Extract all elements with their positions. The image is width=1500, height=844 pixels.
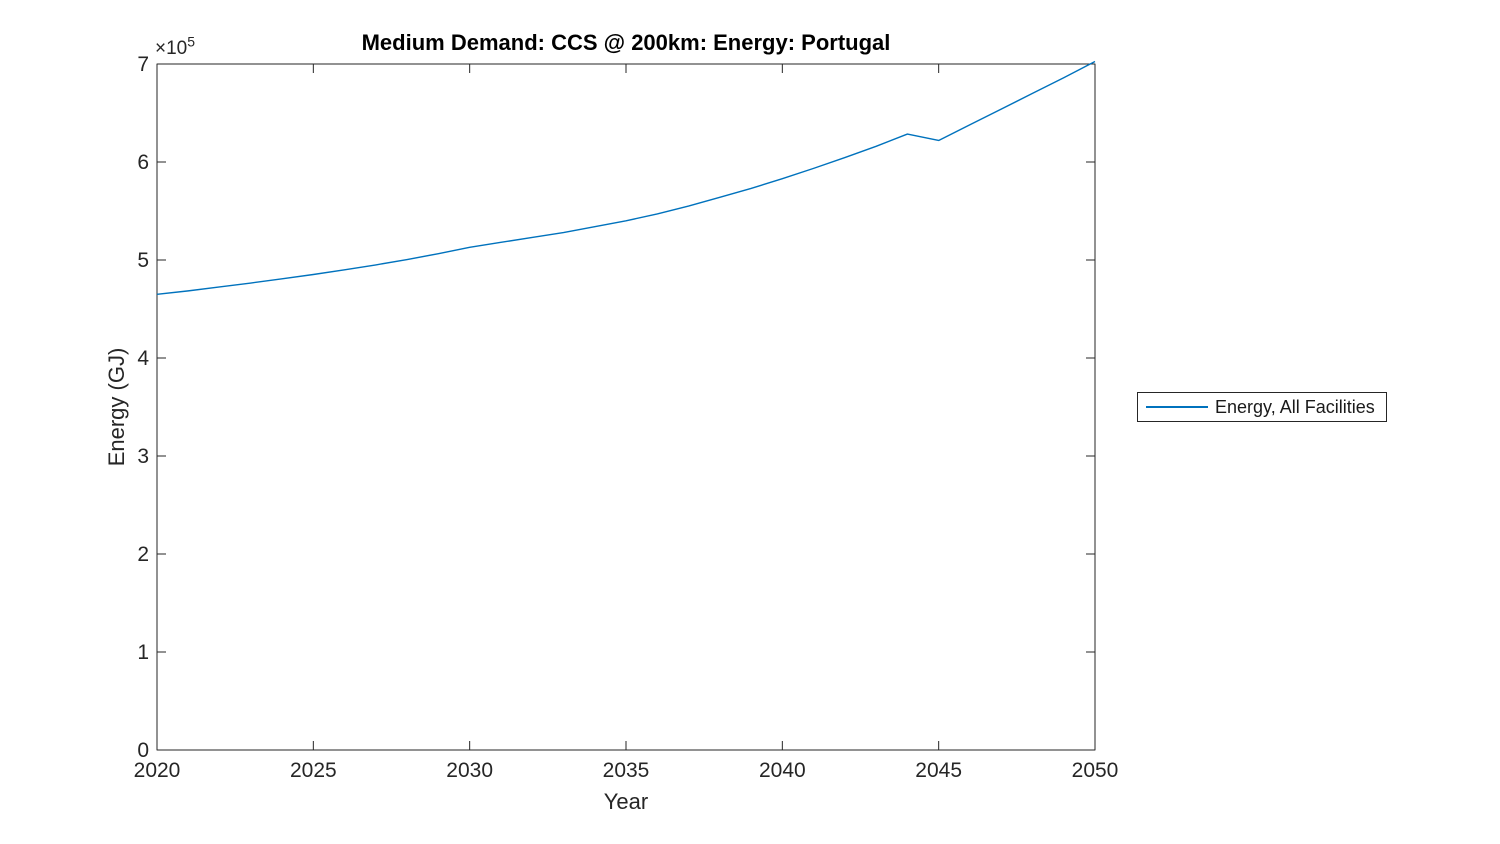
y-tick-label: 0 bbox=[137, 739, 149, 762]
x-tick-label: 2045 bbox=[915, 759, 963, 782]
legend-line-sample bbox=[1146, 406, 1208, 408]
y-axis-exponent-label: ×105 bbox=[155, 35, 195, 60]
y-tick-label: 3 bbox=[137, 445, 149, 468]
legend-entry-label: Energy, All Facilities bbox=[1215, 396, 1375, 417]
y-tick-label: 4 bbox=[137, 347, 149, 370]
y-axis-exponent-power: 5 bbox=[187, 33, 196, 50]
y-axis-label: Energy (GJ) bbox=[104, 347, 129, 467]
y-tick-label: 1 bbox=[137, 641, 149, 664]
x-tick-label: 2030 bbox=[446, 759, 494, 782]
x-axis-label: Year bbox=[603, 789, 649, 814]
chart-title: Medium Demand: CCS @ 200km: Energy: Port… bbox=[361, 30, 891, 55]
y-tick-label: 2 bbox=[137, 543, 149, 566]
x-tick-label: 2040 bbox=[758, 759, 806, 782]
x-tick-label: 2020 bbox=[133, 759, 181, 782]
y-axis-exponent-base: ×10 bbox=[155, 38, 188, 59]
axes-box bbox=[156, 63, 1096, 751]
series-line-energy-all-facilities bbox=[156, 60, 1096, 295]
legend-box: Energy, All Facilities bbox=[1137, 392, 1387, 422]
y-tick-label: 6 bbox=[137, 151, 149, 174]
y-tick-label: 7 bbox=[137, 53, 149, 76]
axis-ticks bbox=[156, 63, 1096, 751]
x-tick-label: 2035 bbox=[602, 759, 650, 782]
x-tick-label: 2025 bbox=[289, 759, 337, 782]
y-tick-label: 5 bbox=[137, 249, 149, 272]
x-tick-label: 2050 bbox=[1071, 759, 1119, 782]
